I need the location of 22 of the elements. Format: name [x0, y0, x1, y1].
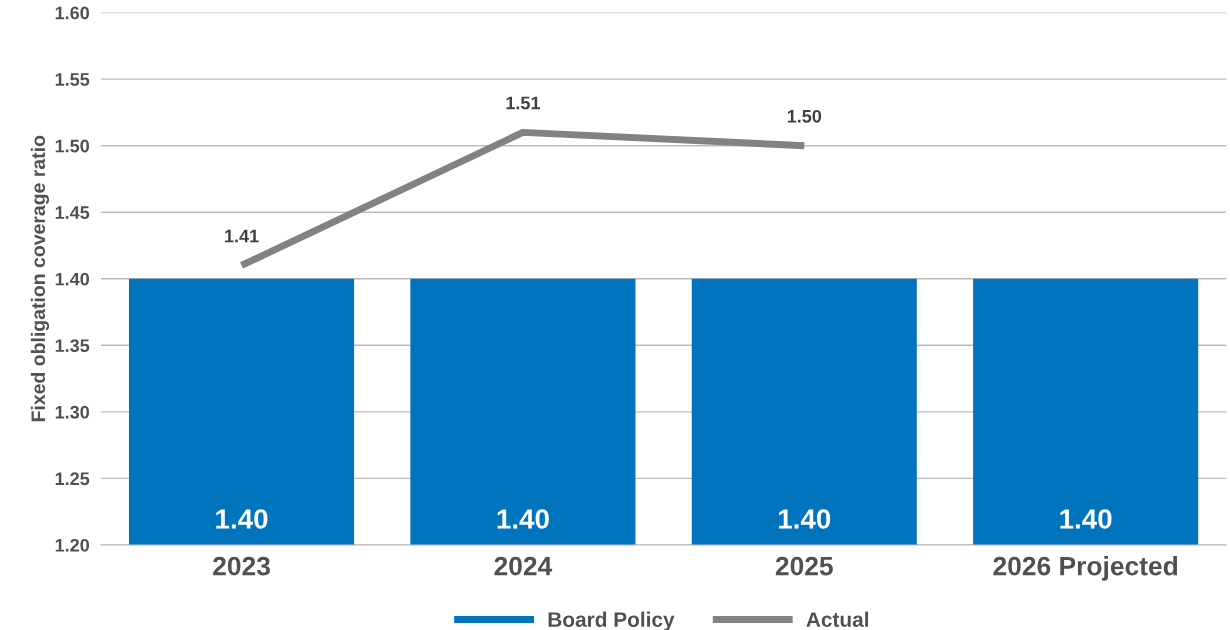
x-tick-label: 2025: [775, 556, 833, 576]
x-tick-label: 2023: [213, 556, 270, 576]
y-tick-label: 1.45: [55, 206, 90, 219]
data-label: 1.40: [1060, 509, 1112, 529]
data-label: 1.40: [497, 509, 549, 529]
y-tick-label: 1.60: [55, 6, 90, 20]
y-axis-title: Fixed obligation coverage ratio: [30, 135, 50, 422]
y-tick-label: 1.30: [55, 405, 90, 419]
data-label: 1.51: [506, 96, 540, 110]
legend-label: Actual: [806, 611, 869, 627]
data-label: 1.41: [225, 229, 259, 243]
y-tick-label: 1.40: [55, 272, 90, 286]
data-label: 1.40: [778, 509, 831, 529]
data-label: 1.50: [787, 109, 822, 123]
y-tick-label: 1.50: [55, 139, 90, 153]
y-tick-label: 1.35: [55, 339, 90, 353]
x-tick-label: 2026 Projected: [993, 556, 1178, 581]
y-tick-label: 1.55: [55, 73, 90, 86]
y-tick-label: 1.25: [55, 472, 90, 486]
y-tick-label: 1.20: [55, 538, 90, 552]
data-label: 1.40: [216, 509, 268, 529]
x-tick-label: 2024: [494, 556, 553, 576]
